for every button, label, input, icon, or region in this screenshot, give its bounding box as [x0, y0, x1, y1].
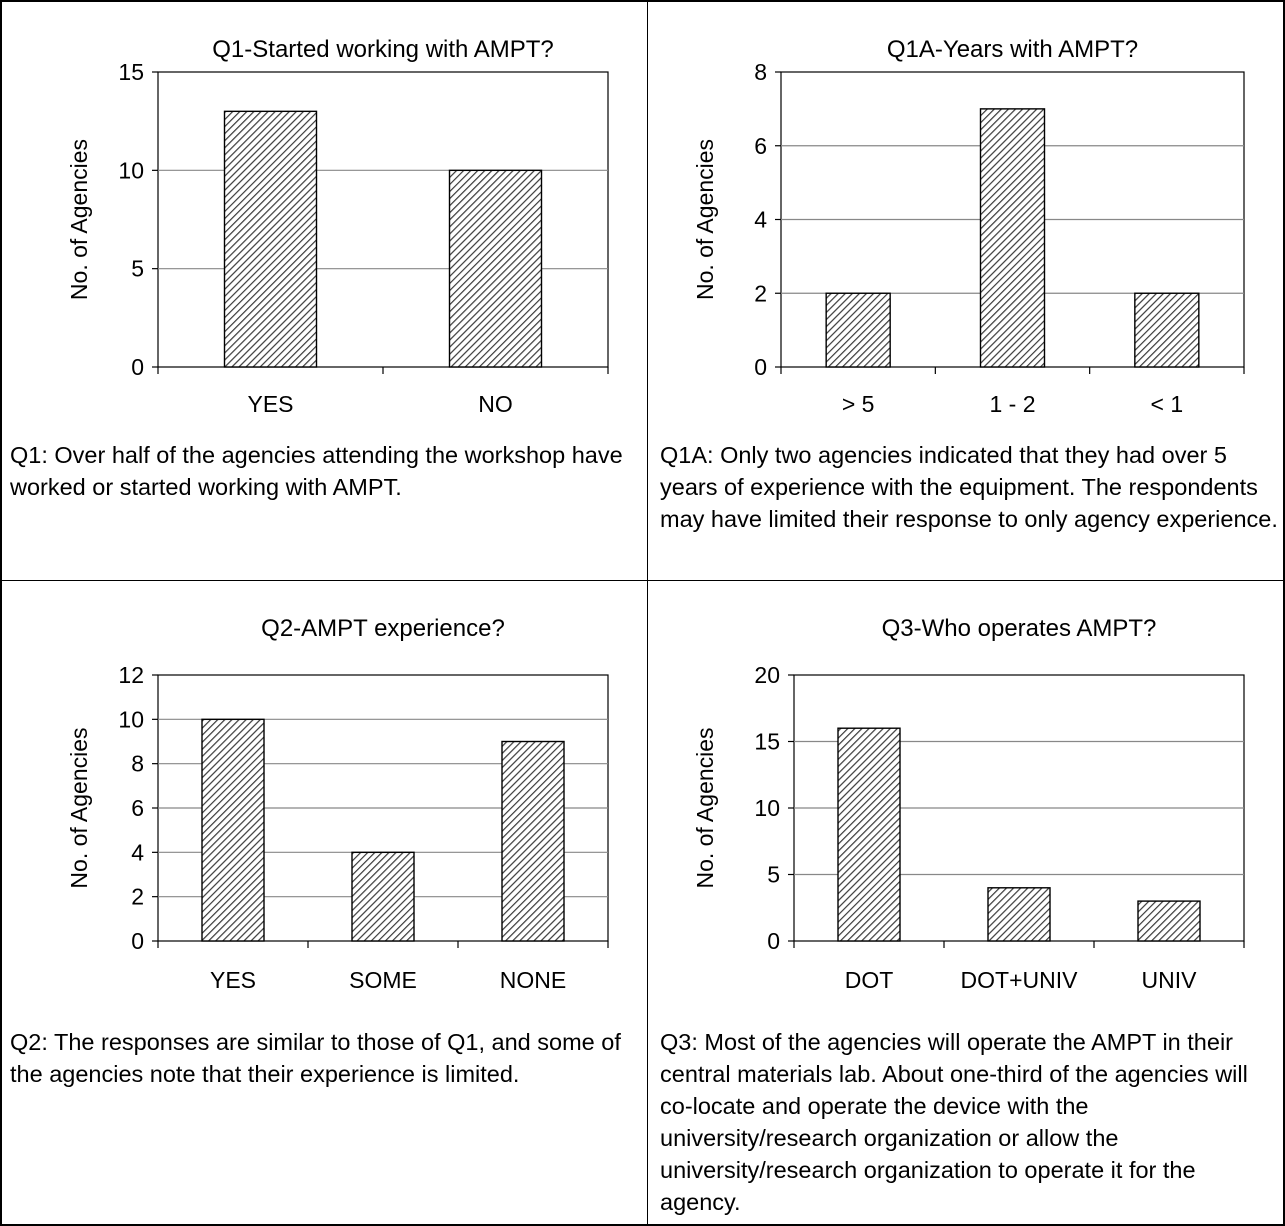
bar — [351, 851, 415, 942]
y-tick-label: 10 — [754, 795, 780, 821]
y-tick-label: 10 — [118, 157, 144, 183]
bar — [837, 727, 901, 942]
chart-q1: Q1-Started working with AMPT? 0 5 10 15 No. o… — [66, 36, 609, 417]
y-tick-label: 4 — [131, 839, 144, 865]
caption-q1a: Q1A: Only two agencies indicated that th… — [660, 442, 1278, 532]
caption-q3: Q3: Most of the agencies will operate th… — [660, 1029, 1248, 1215]
chart-q3: Q3-Who operates AMPT? 0 5 10 15 20 No. of Agen… — [692, 615, 1245, 993]
chart-title: Q1-Started working with AMPT? — [212, 36, 553, 63]
y-tick-label: 6 — [131, 795, 144, 821]
x-category-label: 1 - 2 — [989, 391, 1035, 417]
bar — [1137, 900, 1201, 942]
y-axis-label: No. of Agencies — [692, 727, 718, 888]
y-tick-label: 8 — [754, 59, 767, 85]
y-tick-label: 12 — [118, 662, 144, 688]
bar — [979, 108, 1046, 368]
x-category-label: YES — [247, 391, 293, 417]
panel-q3: Q3-Who operates AMPT? 0 5 10 15 20 No. of Agen… — [648, 581, 1285, 1226]
x-category-label: SOME — [349, 967, 417, 993]
bar — [1134, 292, 1200, 368]
y-tick-label: 8 — [131, 751, 144, 777]
caption-q2: Q2: The responses are similar to those o… — [10, 1029, 621, 1087]
x-category-label: > 5 — [842, 391, 875, 417]
y-axis-label: No. of Agencies — [66, 727, 92, 888]
y-tick-label: 6 — [754, 133, 767, 159]
chart-title: Q3-Who operates AMPT? — [882, 615, 1157, 642]
x-category-label: NO — [478, 391, 513, 417]
y-tick-label: 10 — [118, 706, 144, 732]
chart-title: Q2-AMPT experience? — [261, 615, 505, 642]
y-tick-label: 20 — [754, 662, 780, 688]
y-axis-label: No. of Agencies — [692, 139, 718, 300]
x-category-label: DOT+UNIV — [961, 967, 1079, 993]
y-tick-label: 2 — [131, 884, 144, 910]
y-tick-label: 0 — [131, 354, 144, 380]
chart-title: Q1A-Years with AMPT? — [887, 36, 1138, 63]
x-category-label: DOT — [845, 967, 894, 993]
y-tick-label: 0 — [767, 928, 780, 954]
y-tick-label: 5 — [767, 862, 780, 888]
y-axis-label: No. of Agencies — [66, 139, 92, 300]
caption-q1: Q1: Over half of the agencies attending … — [10, 442, 623, 500]
y-tick-label: 0 — [754, 354, 767, 380]
x-category-label: < 1 — [1151, 391, 1184, 417]
y-tick-label: 2 — [754, 280, 767, 306]
chart-q2: Q2-AMPT experience? 0 2 4 6 8 10 12 No. of Agenc… — [66, 615, 609, 993]
y-tick-label: 15 — [754, 729, 780, 755]
panel-q1a: Q1A-Years with AMPT? 0 2 4 6 8 No. of Agencies… — [648, 0, 1285, 581]
x-category-label: NONE — [500, 967, 566, 993]
bar — [223, 110, 318, 368]
chart-q1a: Q1A-Years with AMPT? 0 2 4 6 8 No. of Agencies… — [692, 36, 1245, 417]
y-tick-label: 15 — [118, 59, 144, 85]
bar — [987, 887, 1051, 942]
bar — [825, 292, 891, 368]
y-tick-label: 5 — [131, 256, 144, 282]
y-tick-label: 4 — [754, 207, 767, 233]
bar — [501, 740, 565, 942]
bar — [448, 169, 543, 368]
x-category-label: UNIV — [1142, 967, 1198, 993]
x-category-label: YES — [210, 967, 256, 993]
panel-q2: Q2-AMPT experience? 0 2 4 6 8 10 12 No. of Agenc… — [0, 581, 648, 1226]
y-tick-label: 0 — [131, 928, 144, 954]
panel-q1: Q1-Started working with AMPT? 0 5 10 15 No. o… — [0, 0, 648, 581]
bar — [201, 718, 265, 942]
